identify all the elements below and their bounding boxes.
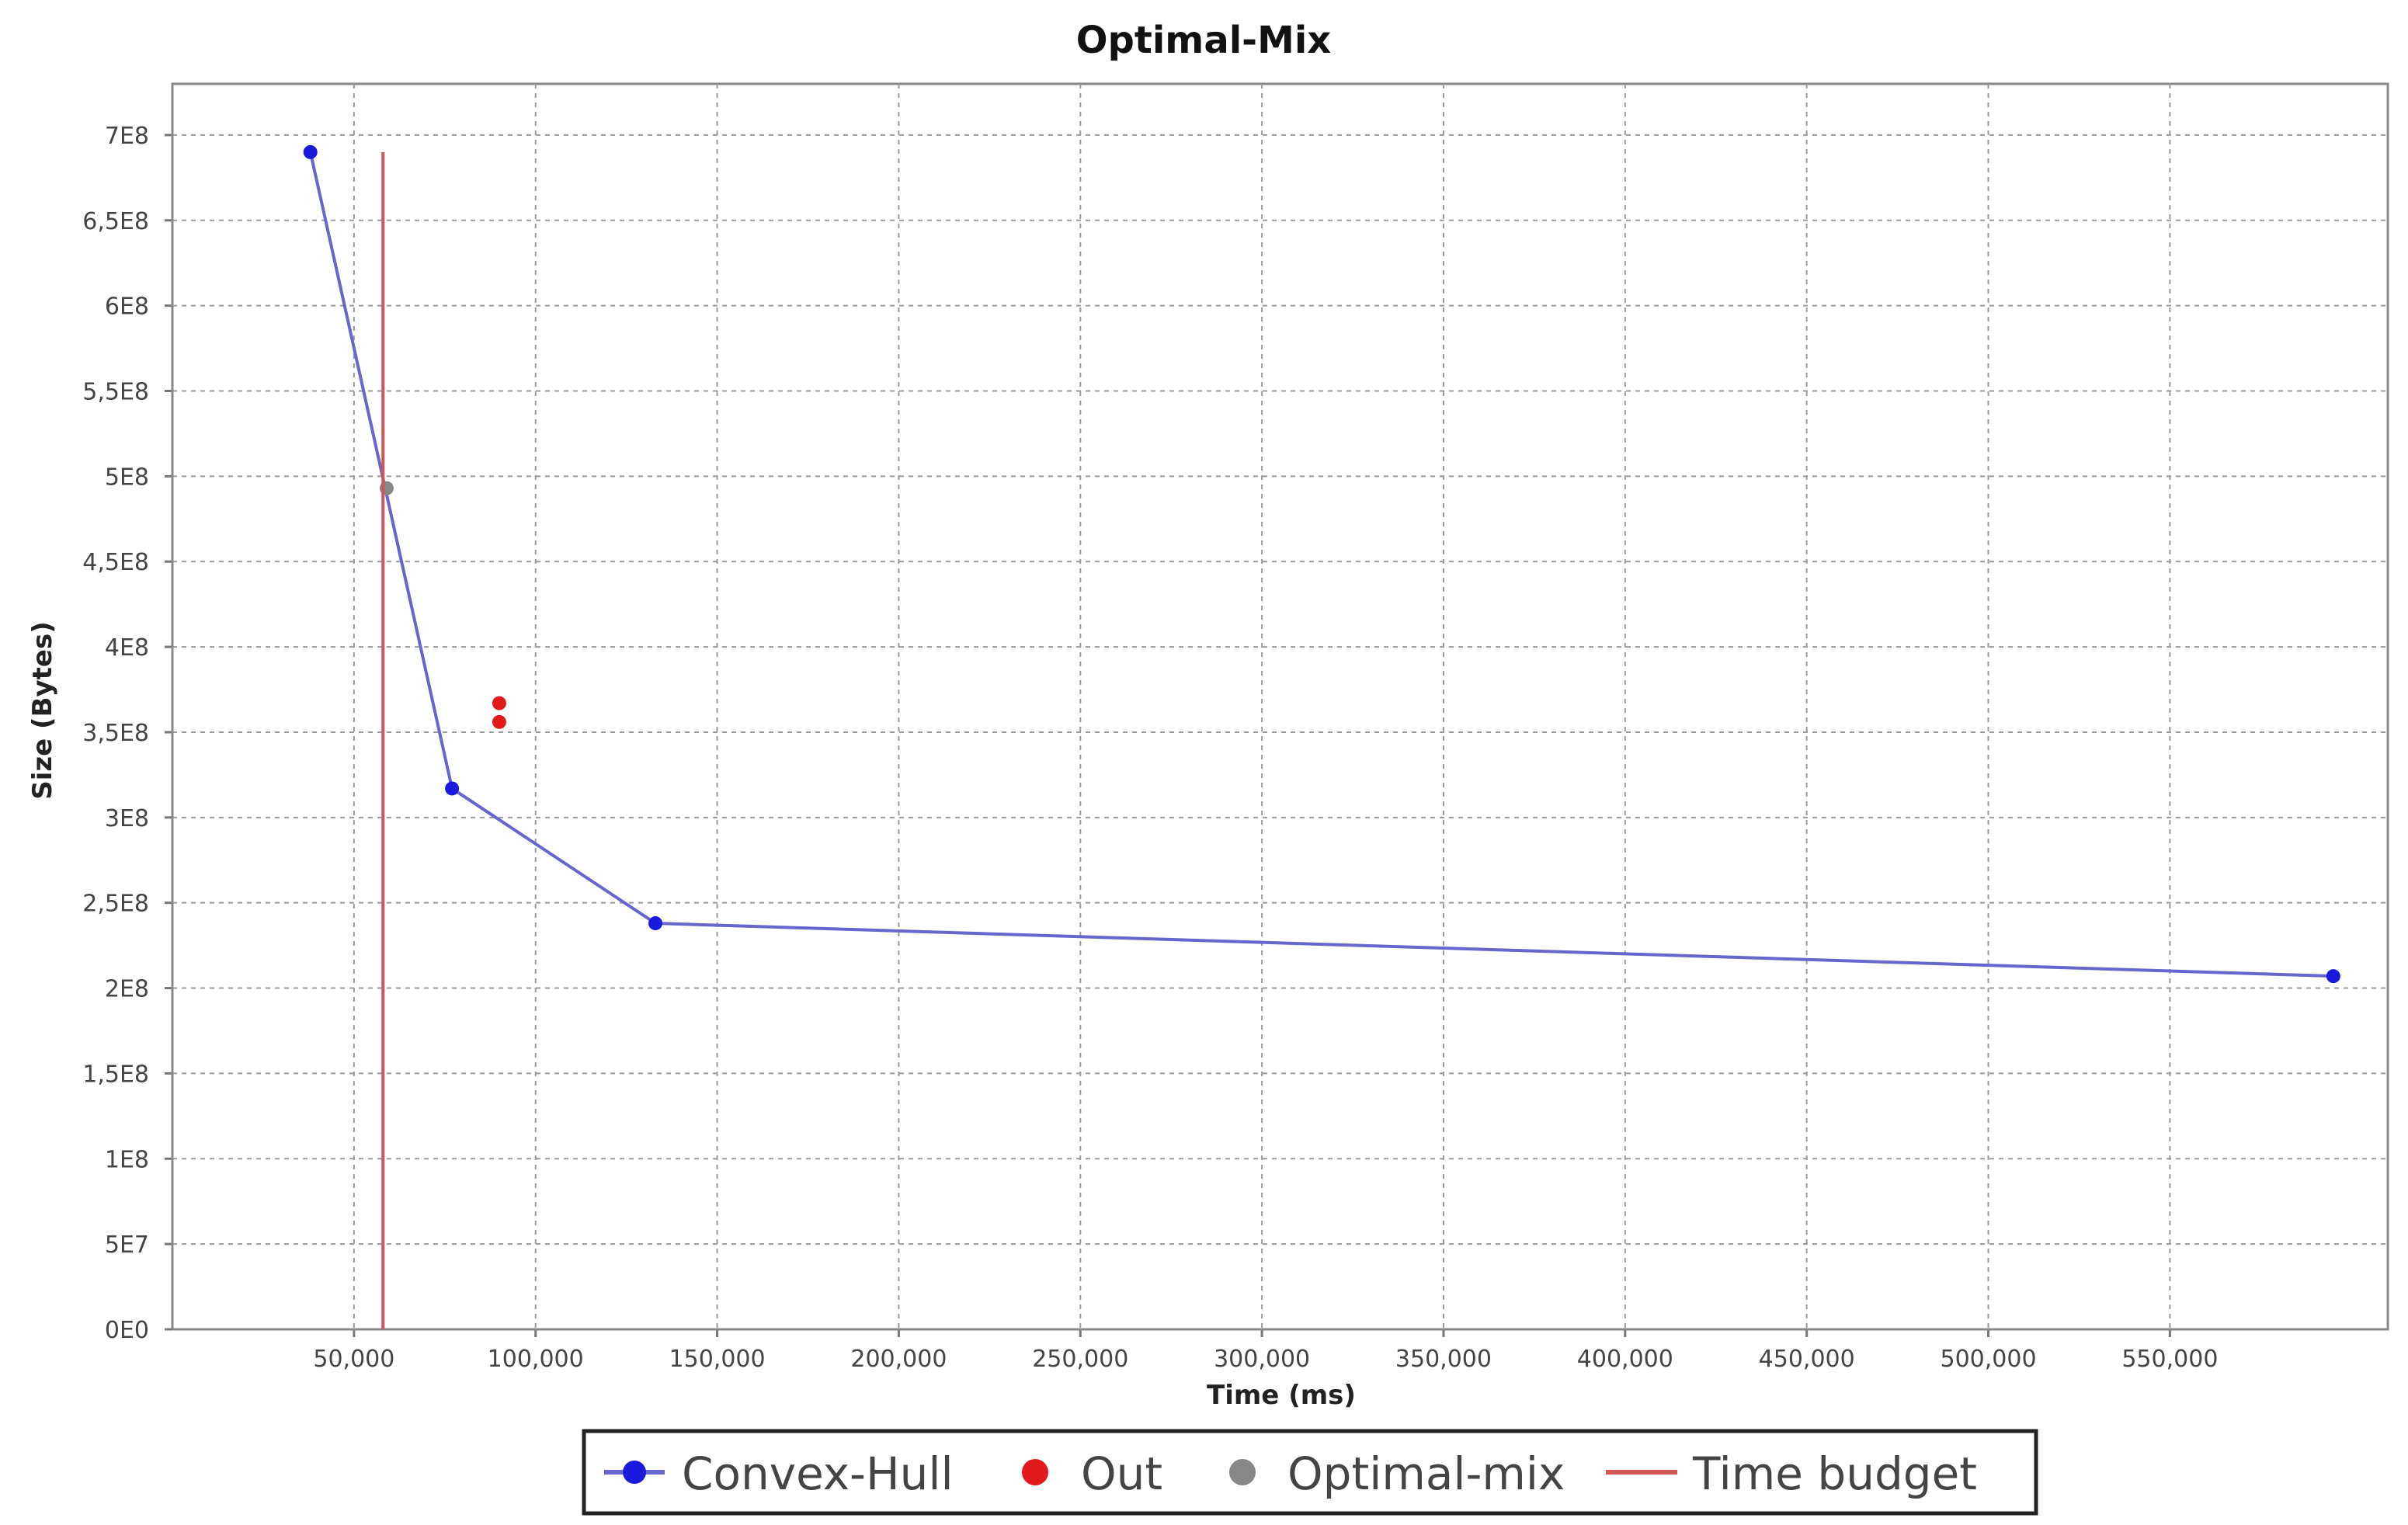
convex-hull-point	[303, 144, 318, 159]
x-axis-label: Time (ms)	[1207, 1380, 1356, 1411]
plot-area	[171, 82, 2389, 1331]
y-tick-label: 5E7	[105, 1231, 149, 1259]
legend-optimal-mix-label: Optimal-mix	[1287, 1447, 1565, 1500]
convex-hull-point	[445, 781, 460, 796]
y-tick-label: 4E8	[105, 634, 149, 662]
x-tick-label: 300,000	[1214, 1346, 1310, 1373]
convex-hull-point	[648, 916, 663, 931]
legend-out-label: Out	[1081, 1447, 1162, 1500]
series-layer	[303, 144, 2340, 1329]
x-tick-label: 150,000	[669, 1346, 766, 1373]
x-tick-label: 200,000	[850, 1346, 947, 1373]
legend-out-marker	[1022, 1459, 1048, 1485]
convex-hull-point	[2326, 969, 2340, 984]
y-tick-label: 5E8	[105, 464, 149, 491]
axes: 50,000 100,000 150,000 200,000 250,000 300,00…	[82, 84, 2388, 1373]
legend: Convex-Hull Out Optimal-mix Time budget	[582, 1429, 2038, 1516]
legend-time-budget-label: Time budget	[1692, 1447, 1977, 1500]
y-tick-label: 1E8	[105, 1146, 149, 1173]
y-axis-label: Size (Bytes)	[27, 621, 58, 800]
x-tick-label: 450,000	[1759, 1346, 1855, 1373]
y-tick-label: 1,5E8	[82, 1061, 149, 1088]
legend-box	[582, 1429, 2038, 1516]
legend-convex-hull-marker	[623, 1461, 646, 1484]
x-tick-label: 550,000	[2121, 1346, 2218, 1373]
y-tick-label: 2,5E8	[82, 891, 149, 918]
y-tick-label: 5,5E8	[82, 379, 149, 406]
out-point	[492, 714, 506, 729]
legend-convex-hull-label: Convex-Hull	[682, 1447, 954, 1500]
x-tick-label: 500,000	[1940, 1346, 2036, 1373]
y-tick-label: 0E0	[105, 1317, 149, 1344]
y-tick-label: 3E8	[105, 805, 149, 832]
x-tick-label: 400,000	[1577, 1346, 1673, 1373]
chart-title: Optimal-Mix	[1076, 19, 1332, 62]
convex-hull-line	[308, 151, 2333, 978]
x-tick-label: 350,000	[1395, 1346, 1492, 1373]
y-tick-label: 7E8	[105, 123, 149, 150]
y-tick-label: 3,5E8	[82, 720, 149, 747]
legend-optimal-mix-marker	[1229, 1459, 1256, 1485]
y-tick-label: 4,5E8	[82, 549, 149, 576]
x-tick-label: 100,000	[488, 1346, 584, 1373]
y-tick-label: 6,5E8	[82, 208, 149, 235]
y-tick-label: 6E8	[105, 294, 149, 321]
x-tick-label: 250,000	[1032, 1346, 1128, 1373]
out-point	[492, 696, 506, 710]
y-tick-label: 2E8	[105, 976, 149, 1003]
x-tick-label: 50,000	[313, 1346, 394, 1373]
